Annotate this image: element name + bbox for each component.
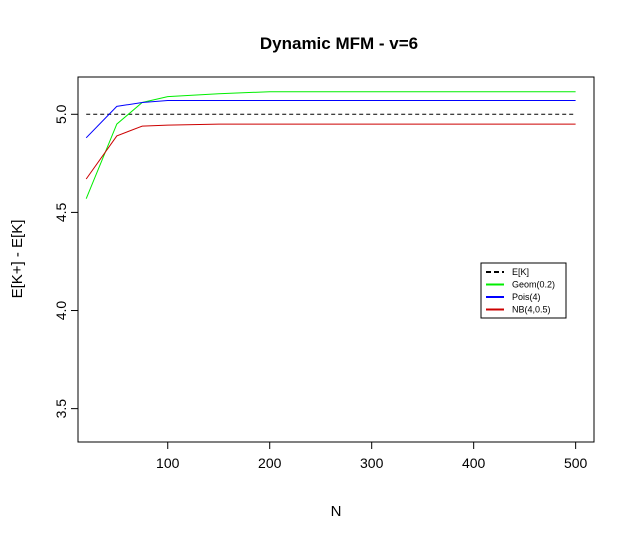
y-axis-label: E[K+] - E[K] xyxy=(9,220,26,299)
x-tick-label: 400 xyxy=(462,455,486,471)
series-line-2 xyxy=(85,100,576,139)
legend-label: NB(4,0.5) xyxy=(512,305,551,315)
y-axis: 3.5 4.0 4.5 5.0 xyxy=(53,104,79,419)
x-tick-label: 500 xyxy=(564,455,588,471)
series-layer xyxy=(85,91,576,199)
legend-label: Pois(4) xyxy=(512,292,541,302)
series-line-3 xyxy=(85,123,576,180)
plot-frame xyxy=(77,76,595,443)
legend-label: E[K] xyxy=(512,267,529,277)
y-tick-label: 3.5 xyxy=(53,399,69,419)
y-tick-label: 5.0 xyxy=(53,104,69,124)
x-tick-label: 200 xyxy=(258,455,282,471)
chart-title: Dynamic MFM - v=6 xyxy=(260,34,418,53)
series-line-1 xyxy=(85,91,576,199)
legend: E[K] Geom(0.2) Pois(4) NB(4,0.5) xyxy=(480,262,567,319)
x-tick-label: 300 xyxy=(360,455,384,471)
x-axis-label: N xyxy=(331,503,342,520)
x-axis: 100 200 300 400 500 xyxy=(156,441,588,471)
y-tick-label: 4.5 xyxy=(53,202,69,222)
y-tick-label: 4.0 xyxy=(53,301,69,321)
x-tick-label: 100 xyxy=(156,455,180,471)
legend-label: Geom(0.2) xyxy=(512,280,555,290)
